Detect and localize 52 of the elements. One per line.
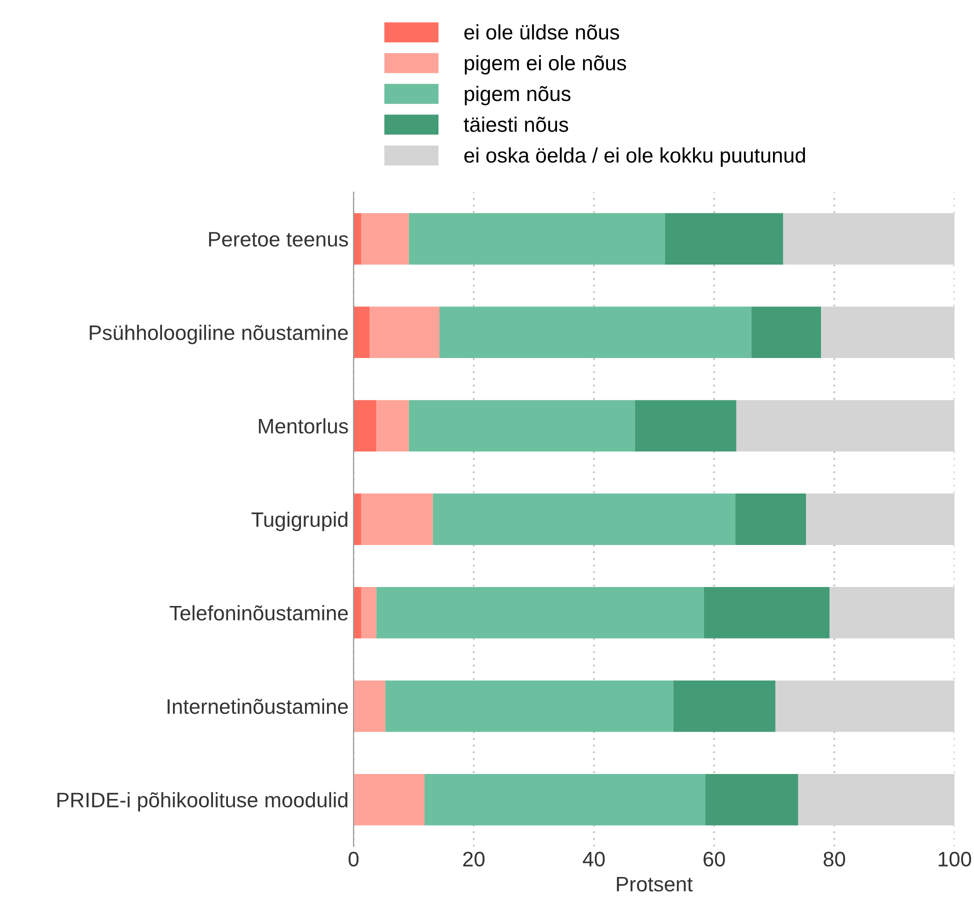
bar xyxy=(354,587,362,638)
bar xyxy=(705,774,798,826)
y-tick-label: Tugigrupid xyxy=(252,512,348,532)
legend-label: pigem nõus xyxy=(464,86,570,106)
bar xyxy=(736,400,955,452)
bar xyxy=(361,587,376,638)
legend-label: täiesti nõus xyxy=(464,116,568,132)
bar xyxy=(361,494,433,545)
y-tick-label: Telefoninõustamine xyxy=(170,605,348,620)
bar xyxy=(751,306,822,358)
y-tick-label: Psühholoogiline nõustamine xyxy=(90,324,348,344)
bar xyxy=(408,213,665,265)
y-tick-label: PRIDE-i põhikoolituse moodulid xyxy=(57,792,348,812)
bar xyxy=(424,774,706,826)
bar xyxy=(354,306,370,358)
bar xyxy=(806,494,955,545)
bar xyxy=(354,680,386,732)
bar xyxy=(634,400,736,452)
bar xyxy=(408,400,635,452)
bar xyxy=(783,213,955,265)
bar xyxy=(370,306,440,358)
bar xyxy=(385,680,674,732)
y-tick-label: Peretoe teenus xyxy=(209,232,348,247)
bar xyxy=(821,306,955,358)
legend-label: ei oska öelda / ei ole kokku puutunud xyxy=(464,147,805,167)
x-tick-label: 0 xyxy=(348,852,359,867)
bar xyxy=(830,587,955,638)
x-tick-label: 60 xyxy=(704,852,725,867)
bar xyxy=(376,400,409,452)
legend-label: pigem ei ole nõus xyxy=(464,55,626,75)
bar xyxy=(432,494,736,545)
bar xyxy=(704,587,830,638)
bar xyxy=(664,213,784,265)
y-tick-label: Internetinõustamine xyxy=(168,698,348,714)
bar xyxy=(673,680,776,732)
bar xyxy=(361,213,409,265)
bar xyxy=(440,306,752,358)
bar xyxy=(735,494,806,545)
x-tick-label: 80 xyxy=(824,852,846,867)
x-axis-title: Protsent xyxy=(616,876,693,892)
x-tick-label: 100 xyxy=(938,852,972,867)
bar xyxy=(798,774,955,826)
bar xyxy=(354,494,362,545)
bar xyxy=(775,680,955,732)
bar xyxy=(354,400,376,452)
bar xyxy=(376,587,704,638)
x-tick-label: 20 xyxy=(463,852,485,867)
x-tick-label: 40 xyxy=(582,852,605,867)
y-tick-label: Mentorlus xyxy=(258,418,348,434)
legend-label: ei ole üldse nõus xyxy=(464,24,620,40)
bar xyxy=(354,213,362,265)
bar xyxy=(354,774,424,826)
